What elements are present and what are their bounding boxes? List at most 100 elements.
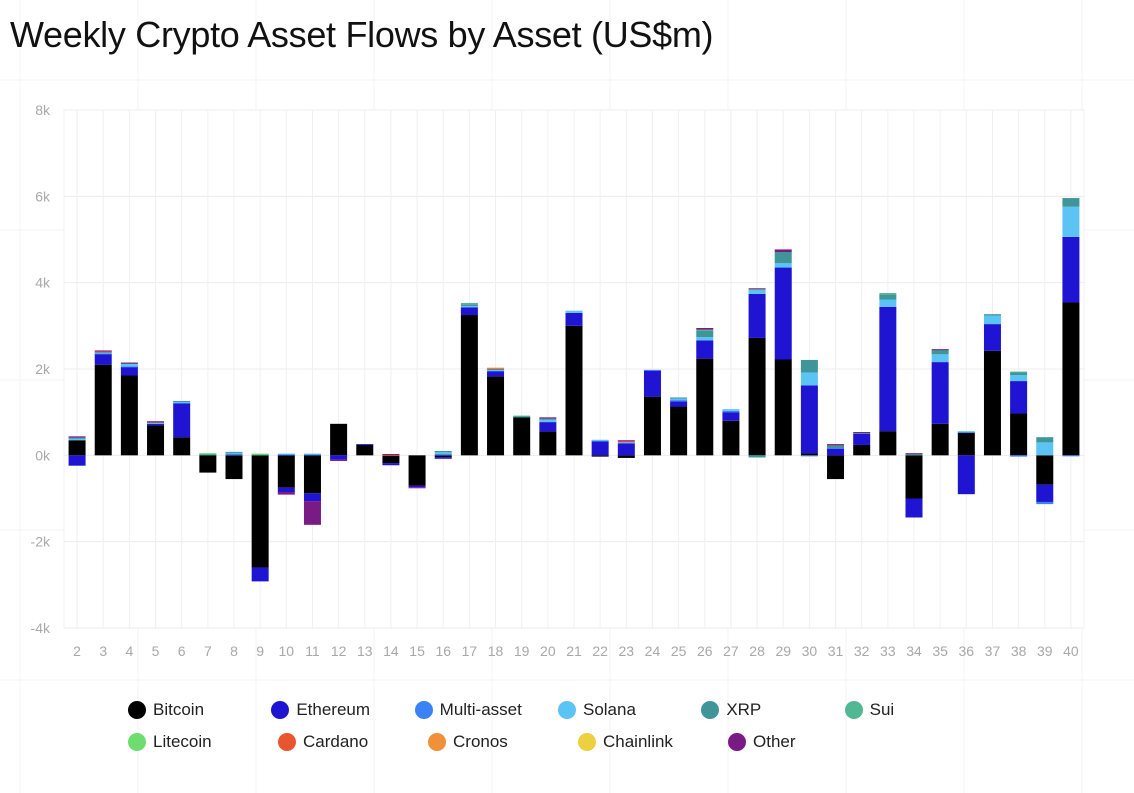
- bar-segment-bitcoin-week-23: [617, 455, 635, 458]
- bar-segment-solana-week-25: [670, 398, 688, 401]
- bar-segment-cardano-week-14: [382, 454, 400, 456]
- bar-segment-ethereum-week-28: [748, 293, 766, 338]
- x-tick-label: 30: [802, 643, 818, 659]
- bar-segment-solana-week-20: [539, 419, 557, 423]
- x-tick-label: 15: [409, 643, 425, 659]
- bar-segment-other-week-15: [408, 487, 426, 489]
- bar-segment-sui-week-9: [251, 454, 269, 456]
- bar-segment-bitcoin-week-37: [983, 350, 1001, 456]
- bar-segment-bitcoin-week-31: [827, 455, 845, 480]
- bar-segment-bitcoin-week-35: [931, 423, 949, 456]
- bar-segment-bitcoin-week-32: [853, 444, 871, 456]
- bar-segment-bitcoin-week-12: [330, 423, 348, 456]
- bar-segment-ethereum-week-33: [879, 306, 897, 432]
- legend-swatch-icon: [844, 701, 863, 719]
- bar-segment-bitcoin-week-40: [1062, 302, 1080, 456]
- x-tick-label: 7: [204, 643, 212, 659]
- bar-segment-solana-week-6: [173, 401, 191, 403]
- bar-segment-other-week-4: [120, 362, 138, 364]
- legend-item-chainlink[interactable]: Chainlink: [578, 732, 728, 752]
- y-tick-label: 2k: [35, 361, 51, 377]
- legend-item-bitcoin[interactable]: Bitcoin: [128, 700, 271, 720]
- bar-segment-ethereum-week-16: [434, 457, 452, 459]
- x-tick-label: 6: [178, 643, 186, 659]
- bar-segment-xrp-week-35: [931, 350, 949, 355]
- legend-label: Sui: [869, 700, 895, 719]
- bar-segment-ethereum-week-34: [905, 498, 923, 518]
- bar-segment-bitcoin-week-38: [1010, 413, 1028, 456]
- bar-segment-bitcoin-week-34: [905, 455, 923, 499]
- bar-segment-bitcoin-week-28: [748, 337, 766, 456]
- bar-segment-ethereum-week-39: [1036, 484, 1054, 502]
- bar-segment-solana-week-5: [147, 422, 165, 424]
- bar-segment-bitcoin-week-24: [643, 396, 661, 456]
- x-tick-label: 17: [462, 643, 478, 659]
- y-tick-label: 8k: [35, 102, 51, 118]
- bar-segment-multi-asset-week-4: [120, 366, 138, 368]
- x-tick-label: 31: [828, 643, 844, 659]
- bar-segment-ethereum-week-4: [120, 366, 138, 376]
- bar-segment-bitcoin-week-15: [408, 455, 426, 486]
- bar-segment-solana-week-23: [617, 442, 635, 444]
- bar-segment-bitcoin-week-20: [539, 431, 557, 456]
- legend-swatch-icon: [271, 701, 290, 719]
- bar-segment-multi-asset-week-25: [670, 400, 688, 402]
- bar-segment-multi-asset-week-40: [1062, 455, 1080, 457]
- bar-segment-xrp-week-25: [670, 397, 688, 399]
- x-tick-label: 36: [959, 643, 975, 659]
- x-tick-label: 20: [540, 643, 556, 659]
- legend-label: Solana: [582, 700, 636, 719]
- legend-swatch-icon: [578, 733, 596, 751]
- legend-item-xrp[interactable]: XRP: [701, 700, 844, 720]
- bar-segment-sui-week-17: [460, 302, 478, 305]
- bar-segment-ethereum-week-30: [800, 385, 818, 454]
- legend-item-other[interactable]: Other: [728, 732, 878, 752]
- bar-segment-multi-asset-week-3: [94, 353, 112, 355]
- bar-segment-bitcoin-week-33: [879, 431, 897, 456]
- bar-segment-other-week-10: [277, 492, 295, 495]
- bar-segment-ethereum-week-5: [147, 423, 165, 426]
- legend-item-ethereum[interactable]: Ethereum: [271, 700, 414, 720]
- legend-label: Cardano: [303, 732, 369, 751]
- legend-label: Chainlink: [603, 732, 673, 751]
- bar-segment-ethereum-week-9: [251, 567, 269, 582]
- bar-segment-ethereum-week-26: [696, 340, 714, 359]
- chart-legend: Bitcoin Ethereum Multi-asset Solana XRP Sui L…: [128, 694, 988, 758]
- bar-segment-bitcoin-week-14: [382, 455, 400, 464]
- bar-segment-other-week-32: [853, 432, 871, 434]
- bar-segment-solana-week-16: [434, 452, 452, 455]
- bar-segment-bitcoin-week-16: [434, 455, 452, 458]
- bar-segment-ethereum-week-18: [487, 371, 505, 377]
- legend-item-multi-asset[interactable]: Multi-asset: [414, 700, 558, 720]
- x-tick-label: 35: [932, 643, 948, 659]
- legend-item-solana[interactable]: Solana: [557, 700, 701, 720]
- bar-segment-xrp-week-17: [460, 304, 478, 306]
- legend-item-litecoin[interactable]: Litecoin: [128, 732, 278, 752]
- bar-segment-ethereum-week-37: [983, 324, 1001, 351]
- bar-segment-solana-week-4: [120, 364, 138, 367]
- legend-item-cronos[interactable]: Cronos: [428, 732, 578, 752]
- bar-segment-bitcoin-week-6: [173, 437, 191, 456]
- bar-segment-ethereum-week-2: [68, 455, 86, 466]
- bar-segment-xrp-week-38: [1010, 372, 1028, 376]
- legend-item-cardano[interactable]: Cardano: [278, 732, 428, 752]
- bar-segment-ethereum-week-23: [617, 443, 635, 456]
- bar-segment-multi-asset-week-10: [277, 454, 295, 456]
- legend-swatch-icon: [414, 701, 433, 719]
- x-tick-label: 28: [749, 643, 765, 659]
- legend-label: Other: [753, 732, 796, 751]
- bar-segment-ethereum-week-38: [1010, 381, 1028, 414]
- bar-segment-sui-week-26: [696, 329, 714, 332]
- legend-item-sui[interactable]: Sui: [844, 700, 988, 720]
- x-tick-label: 13: [357, 643, 373, 659]
- bar-segment-ethereum-week-24: [643, 370, 661, 397]
- bar-segment-ethereum-week-22: [591, 441, 609, 456]
- legend-swatch-icon: [128, 701, 146, 719]
- legend-swatch-icon: [557, 701, 576, 719]
- x-tick-label: 27: [723, 643, 739, 659]
- bar-segment-xrp-week-40: [1062, 198, 1080, 207]
- x-tick-label: 22: [592, 643, 608, 659]
- legend-swatch-icon: [428, 733, 446, 751]
- y-tick-label: 0k: [35, 447, 51, 463]
